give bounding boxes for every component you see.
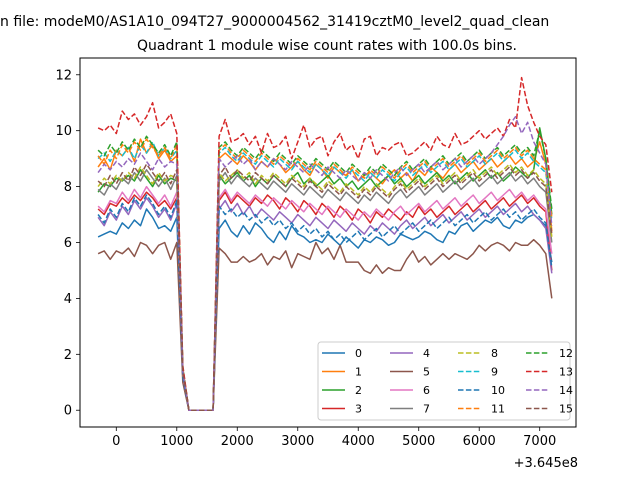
x-tick-label: 1000 xyxy=(160,434,193,449)
chart-title: Quadrant 1 module wise count rates with … xyxy=(137,38,517,54)
x-axis-offset-label: +3.645e8 xyxy=(514,456,578,471)
series-line-10 xyxy=(97,194,553,411)
plot-lines xyxy=(97,76,553,411)
series-line-4 xyxy=(97,197,553,411)
x-tick-label: 3000 xyxy=(281,434,314,449)
x-tick-label: 7000 xyxy=(523,434,556,449)
series-line-1 xyxy=(97,138,553,411)
series-line-6 xyxy=(97,185,553,411)
legend-label: 12 xyxy=(559,347,573,360)
legend-label: 6 xyxy=(423,384,430,397)
x-tick-label: 2000 xyxy=(221,434,254,449)
x-tick-label: 4000 xyxy=(342,434,375,449)
series-line-3 xyxy=(97,191,553,411)
legend-label: 5 xyxy=(423,366,430,379)
series-line-14 xyxy=(97,115,553,411)
series-line-2 xyxy=(97,127,553,411)
x-tick-label: 6000 xyxy=(463,434,496,449)
legend-label: 14 xyxy=(559,384,573,397)
legend-label: 4 xyxy=(423,347,430,360)
x-axis: 0 1000 2000 3000 4000 5000 6000 7000 xyxy=(112,427,556,449)
y-tick-label: 12 xyxy=(55,68,72,83)
y-tick-label: 4 xyxy=(64,292,72,307)
series-line-11 xyxy=(97,138,553,411)
legend-label: 9 xyxy=(491,366,498,379)
legend-label: 10 xyxy=(491,384,505,397)
series-line-13 xyxy=(97,76,553,411)
series-line-7 xyxy=(97,169,553,411)
legend-box xyxy=(317,341,571,421)
series-line-5 xyxy=(97,238,553,411)
series-line-15 xyxy=(97,163,553,411)
y-tick-label: 6 xyxy=(64,236,72,251)
y-tick-label: 0 xyxy=(64,404,72,419)
series-line-12 xyxy=(97,129,553,411)
figure-suptitle: n file: modeM0/AS1A10_094T27_9000004562_… xyxy=(0,14,549,30)
legend-label: 11 xyxy=(491,403,505,416)
legend-label: 8 xyxy=(491,347,498,360)
y-tick-label: 2 xyxy=(64,348,72,363)
x-tick-label: 5000 xyxy=(402,434,435,449)
y-tick-label: 8 xyxy=(64,180,72,195)
x-tick-label: 0 xyxy=(112,434,120,449)
y-tick-label: 10 xyxy=(55,124,72,139)
legend-label: 7 xyxy=(423,403,430,416)
legend-label: 13 xyxy=(559,366,573,379)
legend-label: 1 xyxy=(355,366,362,379)
series-line-0 xyxy=(97,208,553,411)
y-axis: 0 2 4 6 8 10 12 xyxy=(55,68,80,419)
legend-label: 0 xyxy=(355,347,362,360)
legend-label: 3 xyxy=(355,403,362,416)
legend-label: 15 xyxy=(559,403,573,416)
legend-label: 2 xyxy=(355,384,362,397)
series-line-9 xyxy=(97,141,553,411)
